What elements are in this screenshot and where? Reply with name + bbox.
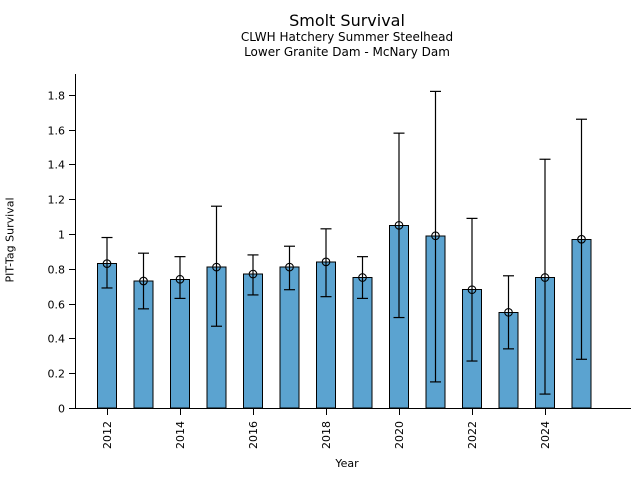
y-tick-label: 0.4 <box>48 333 66 346</box>
y-tick-label: 1.6 <box>48 125 66 138</box>
y-tick-label: 0.8 <box>48 264 66 277</box>
y-tick-label: 1.4 <box>48 159 66 172</box>
point-marker-2018 <box>321 257 331 267</box>
point-marker-2016 <box>248 269 258 279</box>
chart-title: Smolt Survival <box>289 11 405 30</box>
point-marker-2025 <box>577 234 586 244</box>
point-marker-2013 <box>139 276 148 286</box>
point-marker-2023 <box>504 307 513 317</box>
chart-subtitle-hatchery: CLWH Hatchery Summer Steelhead <box>240 30 454 44</box>
chart-subtitle-reach: Lower Granite Dam - McNary Dam <box>244 45 450 59</box>
point-marker-2022 <box>467 285 477 295</box>
point-marker-2019 <box>358 273 367 282</box>
y-tick-label: 0 <box>58 403 65 416</box>
x-tick-label: 2012 <box>101 421 114 449</box>
point-marker-2015 <box>212 262 221 272</box>
x-tick-label: 2018 <box>320 421 333 449</box>
point-marker-2017 <box>285 262 294 272</box>
x-tick-label: 2022 <box>466 421 479 449</box>
x-tick-label: 2024 <box>539 421 552 449</box>
y-tick-label: 0.6 <box>48 299 66 312</box>
y-tick-label: 1.2 <box>48 194 66 207</box>
point-marker-2021 <box>431 231 440 241</box>
point-marker-2024 <box>540 273 550 282</box>
chart-header: Smolt Survival CLWH Hatchery Summer Stee… <box>54 11 640 60</box>
y-tick-label: 1.8 <box>48 90 66 103</box>
x-tick-label: 2016 <box>247 421 260 449</box>
point-marker-2020 <box>394 220 404 230</box>
x-tick-label: 2014 <box>174 421 187 449</box>
point-marker-2014 <box>175 274 185 284</box>
point-marker-2012 <box>102 259 112 268</box>
y-axis-label: PIT-Tag Survival <box>3 197 17 283</box>
y-tick-label: 0.2 <box>48 368 66 381</box>
x-tick-label: 2020 <box>393 421 406 449</box>
y-tick-label: 1 <box>58 229 65 242</box>
x-axis-label: Year <box>335 457 359 470</box>
